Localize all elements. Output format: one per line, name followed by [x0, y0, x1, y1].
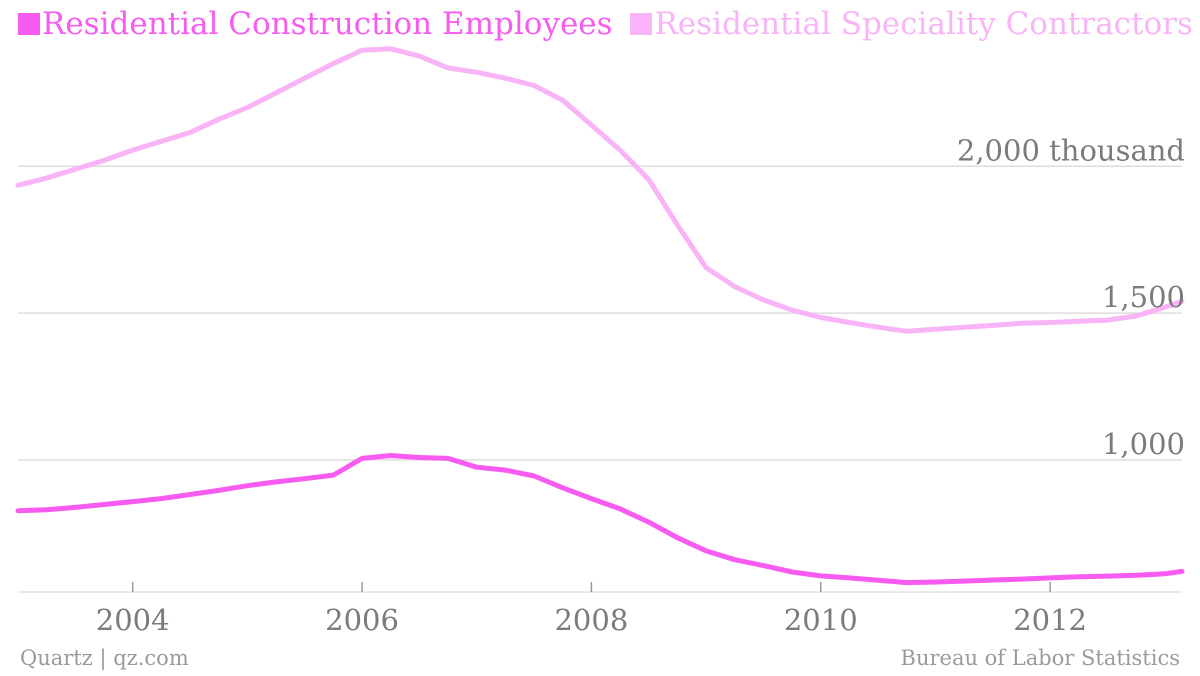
x-tick-label-2012: 2012	[1013, 603, 1087, 637]
gridlines	[18, 165, 1182, 461]
footer-source-right: Bureau of Labor Statistics	[900, 646, 1180, 670]
x-tick-label-2006: 2006	[325, 603, 399, 637]
y-tick-label-1500: 1,500	[1102, 280, 1185, 314]
legend-label-residential-construction-employees: Residential Construction Employees	[42, 6, 613, 42]
legend-item-residential-construction-employees: Residential Construction Employees	[18, 4, 613, 44]
x-tick-label-2010: 2010	[784, 603, 858, 637]
legend-swatch-residential-speciality-contractors	[630, 13, 653, 35]
legend-swatch-residential-construction-employees	[18, 13, 40, 35]
legend-item-residential-speciality-contractors: Residential Speciality Contractors	[630, 4, 1193, 44]
chart-legend: Residential Construction Employees Resid…	[18, 4, 1200, 44]
y-tick-label-2000: 2,000 thousand	[957, 133, 1185, 167]
x-tick-label-2008: 2008	[554, 603, 628, 637]
series-lines	[15, 46, 1185, 586]
x-axis: 2004 2006 2008 2010 2012	[18, 582, 1182, 637]
legend-label-residential-speciality-contractors: Residential Speciality Contractors	[654, 6, 1193, 42]
series-line-residential-construction-employees	[15, 453, 1185, 586]
y-axis-labels: 1,000 1,500 2,000 thousand	[957, 133, 1185, 461]
y-tick-label-1000: 1,000	[1102, 427, 1185, 461]
x-tick-label-2004: 2004	[96, 603, 170, 637]
series-line-residential-speciality-contractors	[15, 46, 1185, 334]
footer-source-left: Quartz | qz.com	[20, 646, 189, 670]
